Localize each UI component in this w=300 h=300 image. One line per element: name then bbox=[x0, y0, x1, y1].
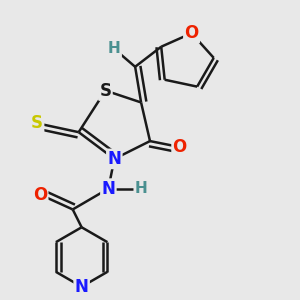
Text: O: O bbox=[33, 186, 47, 204]
Text: N: N bbox=[107, 150, 121, 168]
Text: H: H bbox=[135, 181, 148, 196]
Text: N: N bbox=[101, 180, 115, 198]
Text: S: S bbox=[99, 82, 111, 100]
Text: H: H bbox=[108, 41, 121, 56]
Text: N: N bbox=[75, 278, 88, 296]
Text: O: O bbox=[172, 138, 187, 156]
Text: O: O bbox=[184, 24, 199, 42]
Text: S: S bbox=[31, 114, 43, 132]
